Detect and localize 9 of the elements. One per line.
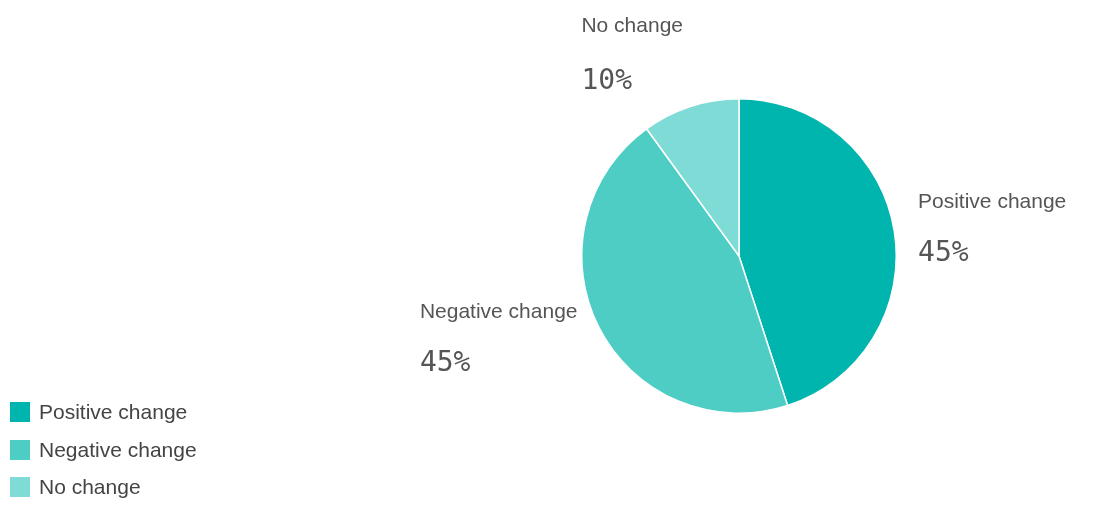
data-label: 10% (581, 62, 633, 96)
legend-label: Negative change (39, 437, 197, 462)
data-label: 45% (419, 345, 471, 379)
legend-label: Positive change (39, 400, 188, 425)
slice-label: Negative change (419, 299, 578, 323)
slice-label: Positive change (918, 188, 1067, 212)
legend-label: No change (39, 475, 141, 500)
slice-label: No change (581, 12, 683, 36)
data-label: 45% (918, 234, 969, 268)
